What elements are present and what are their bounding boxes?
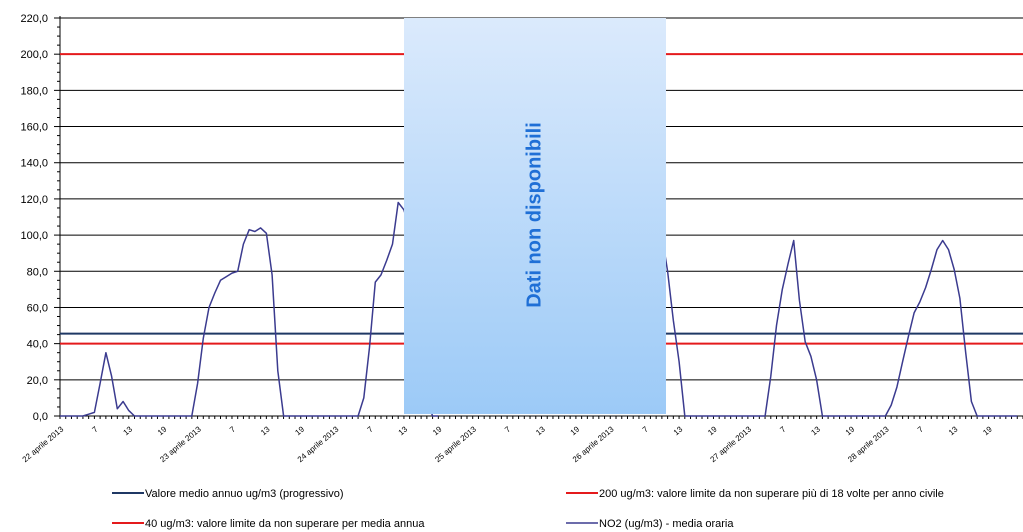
legend-label: 200 ug/m3: valore limite da non superare… — [599, 488, 944, 500]
y-tick-label: 60,0 — [27, 302, 48, 314]
x-tick-label: 19 — [706, 424, 719, 437]
x-tick-label: 7 — [366, 424, 376, 434]
y-tick-label: 40,0 — [27, 339, 48, 351]
y-tick-label: 120,0 — [20, 194, 48, 206]
y-tick-label: 100,0 — [20, 230, 48, 242]
y-tick-label: 200,0 — [20, 49, 48, 61]
y-tick-label: 140,0 — [20, 158, 48, 170]
legend-label: NO2 (ug/m3) - media oraria — [599, 518, 734, 530]
x-tick-label: 19 — [569, 424, 582, 437]
y-tick-label: 220,0 — [20, 13, 48, 25]
x-tick-label: 19 — [981, 424, 994, 437]
data-unavailable-overlay: Dati non disponibili — [404, 18, 666, 414]
y-tick-label: 0,0 — [33, 411, 48, 423]
x-tick-label: 19 — [431, 424, 444, 437]
x-tick-label: 13 — [397, 424, 410, 437]
x-tick-label: 13 — [809, 424, 822, 437]
x-tick-label: 19 — [156, 424, 169, 437]
x-tick-label: 19 — [844, 424, 857, 437]
y-tick-label: 20,0 — [27, 375, 48, 387]
x-tick-label: 22 aprile 2013 — [21, 424, 66, 464]
x-tick-label: 19 — [293, 424, 306, 437]
x-tick-label: 7 — [916, 424, 926, 434]
legend-label: 40 ug/m3: valore limite da non superare … — [145, 518, 425, 530]
x-tick-label: 13 — [121, 424, 134, 437]
series-line — [60, 201, 439, 417]
x-tick-label: 13 — [947, 424, 960, 437]
y-tick-label: 180,0 — [20, 85, 48, 97]
unavailable-box — [404, 18, 666, 414]
x-tick-label: 7 — [641, 424, 651, 434]
legend-label: Valore medio annuo ug/m3 (progressivo) — [145, 488, 344, 500]
unavailable-label: Dati non disponibili — [523, 122, 545, 308]
x-tick-label: 7 — [778, 424, 788, 434]
series-line — [655, 225, 1018, 417]
y-tick-labels: 0,0 20,0 40,0 60,0 80,0 100,0 120,0 140,0 160,0 1… — [20, 13, 48, 423]
x-tick-label: 7 — [90, 424, 100, 434]
x-tick-label: 7 — [503, 424, 513, 434]
legend: Valore medio annuo ug/m3 (progressivo) 20… — [112, 488, 944, 530]
x-tick-label: 13 — [672, 424, 685, 437]
y-tick-label: 80,0 — [27, 266, 48, 278]
y-tick-label: 160,0 — [20, 122, 48, 134]
x-tick-label: 7 — [228, 424, 238, 434]
x-tick-label: 13 — [259, 424, 272, 437]
x-tick-label: 13 — [534, 424, 547, 437]
